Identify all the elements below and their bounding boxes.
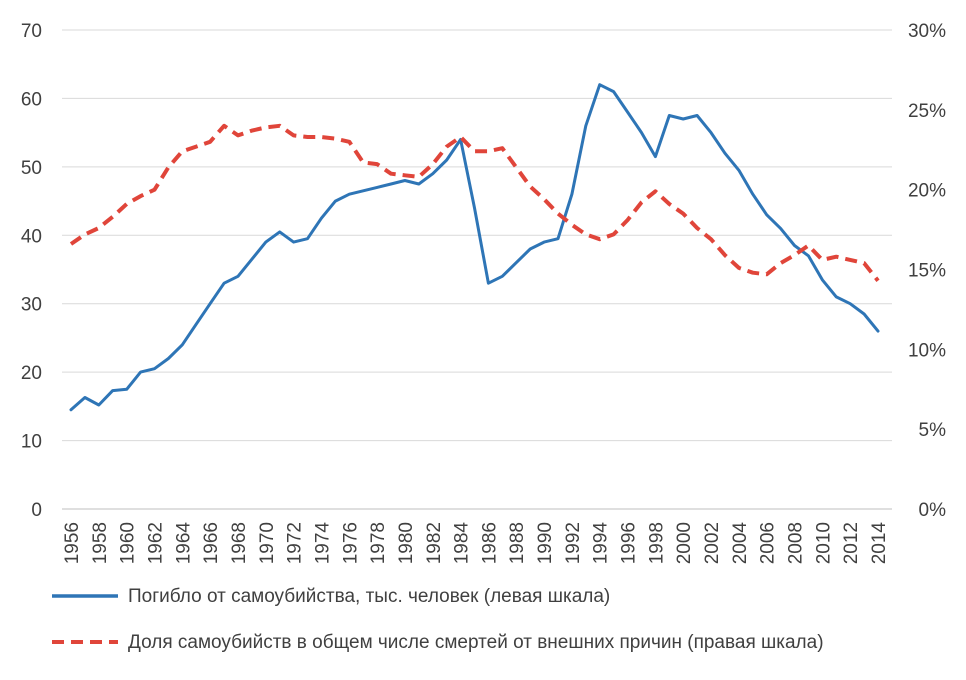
series-line-share xyxy=(69,123,880,282)
left-tick-label: 40 xyxy=(21,226,42,247)
x-tick-label: 2010 xyxy=(813,522,834,564)
x-tick-label: 2000 xyxy=(674,522,695,564)
x-tick-label: 1976 xyxy=(340,522,361,564)
right-axis: 0% 5% 10% 15% 20% 25% 30% xyxy=(908,21,946,521)
right-tick-label: 0% xyxy=(919,500,947,521)
x-tick-label: 1990 xyxy=(535,522,556,564)
legend-label-suicides: Погибло от самоубийства, тыс. человек (л… xyxy=(128,586,610,607)
legend-item-share: Доля самоубийств в общем числе смертей о… xyxy=(52,632,824,653)
x-tick-label: 1966 xyxy=(201,522,222,564)
x-tick-label: 1962 xyxy=(145,522,166,564)
x-tick-label: 1982 xyxy=(424,522,445,564)
right-tick-label: 30% xyxy=(908,21,946,42)
x-tick-label: 1996 xyxy=(619,522,640,564)
legend-item-suicides: Погибло от самоубийства, тыс. человек (л… xyxy=(52,586,610,607)
left-tick-label: 10 xyxy=(21,432,42,453)
x-tick-label: 1994 xyxy=(591,522,612,565)
left-axis: 0 10 20 30 40 50 60 70 xyxy=(21,21,42,521)
x-axis: 1956 1958 1960 1962 1964 1966 1968 1970 1972 1974… xyxy=(62,522,890,565)
left-tick-label: 20 xyxy=(21,363,42,384)
right-tick-label: 25% xyxy=(908,101,946,122)
series-line-suicides xyxy=(69,83,880,412)
x-tick-label: 2012 xyxy=(841,522,862,564)
x-tick-label: 2002 xyxy=(702,522,723,564)
left-tick-label: 0 xyxy=(31,500,42,521)
left-tick-label: 60 xyxy=(21,89,42,110)
right-tick-label: 5% xyxy=(919,420,947,441)
x-tick-label: 1964 xyxy=(173,522,194,565)
gridlines xyxy=(62,29,892,510)
left-tick-label: 70 xyxy=(21,21,42,42)
x-tick-label: 2006 xyxy=(758,522,779,564)
legend-label-share: Доля самоубийств в общем числе смертей о… xyxy=(128,632,824,653)
x-tick-label: 1960 xyxy=(118,522,139,564)
x-tick-label: 2004 xyxy=(730,522,751,565)
right-tick-label: 10% xyxy=(908,340,946,361)
x-tick-label: 2008 xyxy=(786,522,807,564)
right-tick-label: 20% xyxy=(908,181,946,202)
x-tick-label: 1974 xyxy=(312,522,333,565)
x-tick-label: 1984 xyxy=(452,522,473,565)
legend: Погибло от самоубийства, тыс. человек (л… xyxy=(52,586,824,653)
x-tick-label: 1978 xyxy=(368,522,389,564)
x-tick-label: 1968 xyxy=(229,522,250,564)
x-tick-label: 1988 xyxy=(507,522,528,564)
x-tick-label: 1986 xyxy=(479,522,500,564)
right-tick-label: 15% xyxy=(908,261,946,282)
x-tick-label: 1992 xyxy=(563,522,584,564)
x-tick-label: 1998 xyxy=(646,522,667,564)
x-tick-label: 1958 xyxy=(90,522,111,564)
series-layer xyxy=(69,83,880,412)
left-tick-label: 30 xyxy=(21,295,42,316)
left-tick-label: 50 xyxy=(21,158,42,179)
x-tick-label: 1970 xyxy=(257,522,278,564)
x-tick-label: 1980 xyxy=(396,522,417,564)
x-tick-label: 1956 xyxy=(62,522,83,564)
x-tick-label: 1972 xyxy=(285,522,306,564)
x-tick-label: 2014 xyxy=(869,522,890,565)
